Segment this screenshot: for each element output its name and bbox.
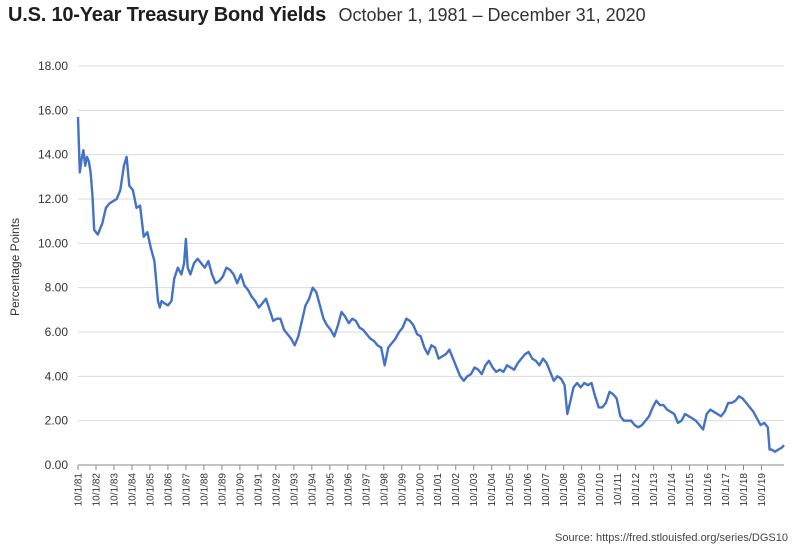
- y-tick-label: 0.00: [45, 458, 69, 472]
- y-tick-label: 10.00: [38, 236, 68, 250]
- x-axis-ticks: 10/1/81 10/1/82 10/1/83 10/1/84 10/1/85 10/1/…: [74, 465, 768, 507]
- source-note: Source: https://fred.stlouisfed.org/seri…: [555, 532, 788, 544]
- x-tick-label: 10/1/86: [163, 473, 174, 507]
- x-tick-label: 10/1/94: [307, 473, 318, 507]
- x-tick-label: 10/1/03: [469, 473, 480, 507]
- x-tick-label: 10/1/04: [487, 473, 498, 507]
- x-tick-label: 10/1/15: [685, 473, 696, 507]
- y-tick-label: 12.00: [38, 192, 68, 206]
- x-tick-label: 10/1/18: [739, 473, 750, 507]
- x-tick-label: 10/1/14: [667, 473, 678, 507]
- y-tick-label: 16.00: [38, 103, 68, 117]
- x-tick-label: 10/1/84: [127, 473, 138, 507]
- x-tick-label: 10/1/10: [595, 473, 606, 507]
- y-axis-ticks: 0.00 2.00 4.00 6.00 8.00 10.00 12.00 14.00 16.00…: [38, 59, 68, 472]
- chart-title: U.S. 10-Year Treasury Bond Yields: [8, 4, 326, 26]
- x-tick-label: 10/1/09: [577, 473, 588, 507]
- yield-series-line: [76, 116, 785, 453]
- gridlines: [78, 65, 784, 466]
- x-tick-label: 10/1/99: [397, 473, 408, 507]
- x-tick-label: 10/1/01: [433, 473, 444, 507]
- x-tick-label: 10/1/98: [379, 473, 390, 507]
- x-tick-label: 10/1/13: [649, 473, 660, 507]
- y-tick-label: 18.00: [38, 59, 68, 73]
- x-tick-label: 10/1/88: [199, 473, 210, 507]
- y-tick-label: 6.00: [45, 325, 69, 339]
- x-tick-label: 10/1/93: [289, 473, 300, 507]
- x-tick-label: 10/1/00: [415, 473, 426, 507]
- x-tick-label: 10/1/89: [217, 473, 228, 507]
- x-tick-label: 10/1/87: [181, 473, 192, 507]
- x-tick-label: 10/1/81: [74, 473, 85, 507]
- y-tick-label: 4.00: [45, 369, 69, 383]
- x-tick-label: 10/1/02: [451, 473, 462, 507]
- x-tick-label: 10/1/08: [559, 473, 570, 507]
- y-tick-label: 14.00: [38, 148, 68, 162]
- chart-subtitle: October 1, 1981 – December 31, 2020: [338, 5, 646, 25]
- x-tick-label: 10/1/07: [541, 473, 552, 507]
- series-layer: [76, 116, 785, 453]
- x-tick-label: 10/1/90: [235, 473, 246, 507]
- y-tick-label: 2.00: [45, 414, 69, 428]
- x-tick-label: 10/1/06: [523, 473, 534, 507]
- x-tick-label: 10/1/92: [271, 473, 282, 507]
- x-tick-label: 10/1/12: [631, 473, 642, 507]
- x-tick-label: 10/1/16: [703, 473, 714, 507]
- x-tick-label: 10/1/91: [253, 473, 264, 507]
- y-tick-label: 8.00: [45, 281, 69, 295]
- x-tick-label: 10/1/17: [721, 473, 732, 507]
- chart-title-row: U.S. 10-Year Treasury Bond Yields Octobe…: [8, 4, 646, 27]
- x-tick-label: 10/1/96: [343, 473, 354, 507]
- x-tick-label: 10/1/11: [613, 473, 624, 506]
- x-tick-label: 10/1/95: [325, 473, 336, 507]
- x-tick-label: 10/1/83: [109, 473, 120, 507]
- x-tick-label: 10/1/82: [91, 473, 102, 507]
- x-tick-label: 10/1/05: [505, 473, 516, 507]
- x-tick-label: 10/1/97: [361, 473, 372, 507]
- y-axis-label: Percentage Points: [8, 218, 22, 316]
- x-tick-label: 10/1/85: [145, 473, 156, 507]
- x-tick-label: 10/1/19: [757, 473, 768, 507]
